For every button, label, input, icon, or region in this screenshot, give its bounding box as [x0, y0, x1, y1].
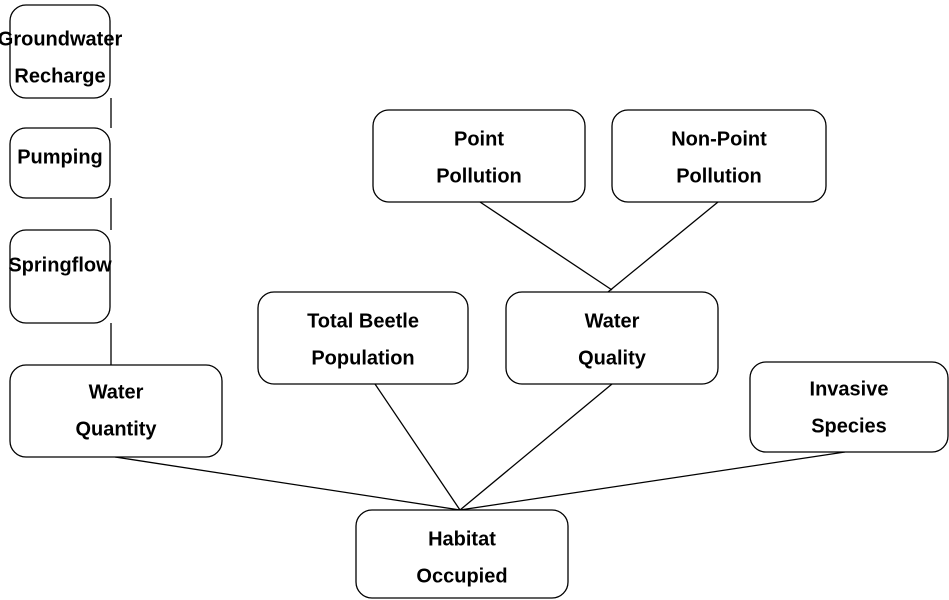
- node-box: [749, 361, 949, 453]
- nodes: Groundwater Recharge Pumping Springflow Wate…: [0, 4, 949, 599]
- node-box: [9, 127, 111, 199]
- node-box: [611, 109, 827, 203]
- node: Pumping: [9, 127, 111, 199]
- node-label: Point: [454, 128, 504, 150]
- node-label: Pollution: [436, 165, 522, 187]
- node-label: Recharge: [14, 65, 105, 87]
- node-box: [355, 509, 569, 599]
- node-label: Non-Point: [671, 128, 767, 150]
- node-label: Population: [311, 347, 414, 369]
- node: Habitat Occupied: [355, 509, 569, 599]
- node: Total Beetle Population: [257, 291, 469, 385]
- node-label: Pumping: [17, 146, 103, 168]
- node-box: [9, 4, 111, 99]
- node-box: [257, 291, 469, 385]
- node-label: Pollution: [676, 165, 762, 187]
- edge: [607, 201, 719, 293]
- node: Invasive Species: [749, 361, 949, 453]
- node: Point Pollution: [372, 109, 586, 203]
- node: Water Quantity: [9, 364, 223, 458]
- node-label: Total Beetle: [307, 310, 419, 332]
- edges: [110, 98, 846, 511]
- node-label: Invasive: [810, 378, 889, 400]
- node-box: [505, 291, 719, 385]
- node: Springflow: [8, 229, 112, 324]
- node-label: Water: [585, 310, 640, 332]
- node-label: Groundwater: [0, 28, 122, 50]
- edge: [479, 201, 613, 291]
- node-label: Quantity: [75, 418, 157, 440]
- edge: [459, 383, 613, 511]
- node-label: Springflow: [8, 254, 112, 276]
- node-box: [372, 109, 586, 203]
- node-label: Habitat: [428, 528, 496, 550]
- node-box: [9, 229, 111, 324]
- edge: [114, 456, 461, 511]
- node: Water Quality: [505, 291, 719, 385]
- edge: [459, 451, 846, 511]
- node-label: Water: [89, 381, 144, 403]
- edge: [374, 383, 461, 511]
- node-box: [9, 364, 223, 458]
- node: Groundwater Recharge: [0, 4, 122, 99]
- node: Non-Point Pollution: [611, 109, 827, 203]
- node-label: Occupied: [416, 565, 507, 587]
- node-label: Species: [811, 415, 887, 437]
- node-label: Quality: [578, 347, 647, 369]
